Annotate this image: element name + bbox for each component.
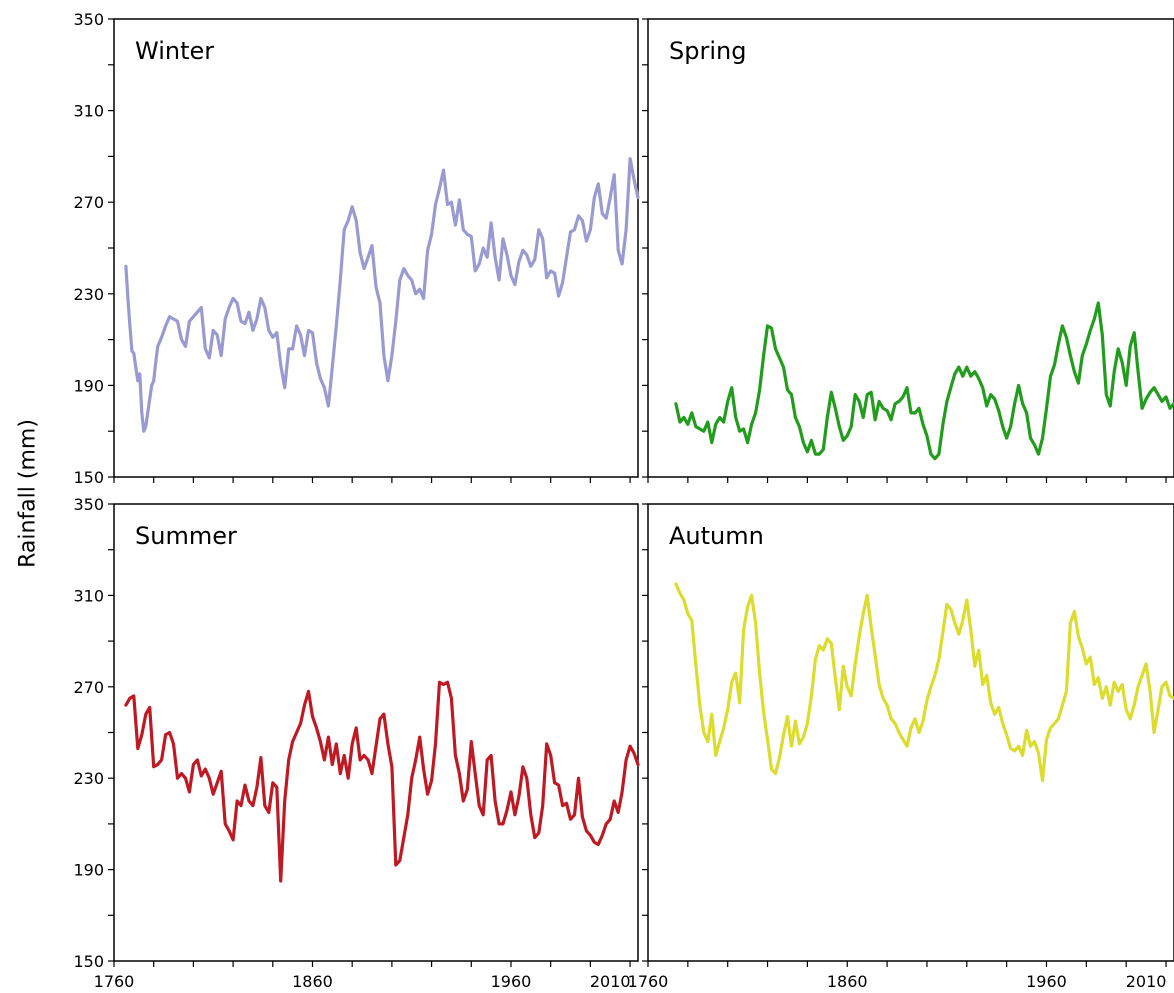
x-tick-label: 2010: [590, 972, 631, 991]
y-tick-label: 270: [73, 193, 104, 212]
y-tick-label: 190: [73, 861, 104, 880]
series-line-0: [124, 680, 640, 883]
series-line-0: [674, 582, 1174, 783]
y-tick-label: 310: [73, 586, 104, 605]
panel-title: Spring: [669, 37, 746, 65]
y-tick-label: 310: [73, 102, 104, 121]
y-axis-label: Rainfall (mm): [15, 419, 41, 568]
y-tick-label: 230: [73, 769, 104, 788]
panel-summer: 150 190 230 270 310 350 1760 1860 1960 2010 Summer: [73, 495, 640, 991]
panel-title: Winter: [135, 37, 214, 65]
panel-spring: Spring: [642, 18, 1174, 483]
y-tick-label: 190: [73, 376, 104, 395]
y-tick-label: 350: [73, 495, 104, 514]
y-tick-label: 230: [73, 285, 104, 304]
y-tick-label: 350: [73, 10, 104, 29]
x-tick-label: 1860: [292, 972, 333, 991]
panel-autumn: 1760 1860 1960 2010 Autumn: [628, 503, 1174, 991]
x-tick-label: 1960: [1026, 972, 1067, 991]
panel-title: Summer: [135, 522, 237, 550]
y-tick-label: 270: [73, 678, 104, 697]
y-tick-label: 150: [73, 468, 104, 487]
series-line-0: [124, 157, 640, 433]
x-tick-label: 2010: [1126, 972, 1167, 991]
x-tick-label: 1860: [827, 972, 868, 991]
plot-frame: [113, 503, 639, 962]
panel-winter: 150 190 230 270 310 350 Winter: [73, 10, 640, 487]
panel-title: Autumn: [669, 522, 764, 550]
x-tick-label: 1760: [94, 972, 135, 991]
x-tick-label: 1760: [628, 972, 669, 991]
y-tick-label: 150: [73, 952, 104, 971]
series-line-0: [674, 301, 1174, 461]
plot-frame: [113, 18, 639, 478]
x-tick-label: 1960: [491, 972, 532, 991]
